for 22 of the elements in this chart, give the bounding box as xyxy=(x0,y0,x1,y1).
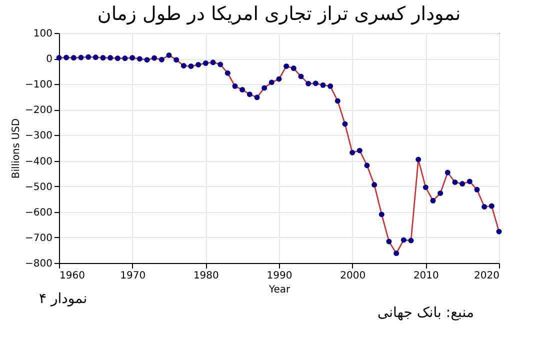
x-tick-label: 2000 xyxy=(340,270,366,282)
x-tick-label: 1990 xyxy=(266,270,292,282)
x-axis-title: Year xyxy=(268,284,291,296)
y-tick-label: 100 xyxy=(33,28,52,40)
x-tick-label: 2010 xyxy=(413,270,439,282)
y-tick-label: −500 xyxy=(25,182,52,193)
text: نمودار ۴ xyxy=(39,291,88,307)
chart-title: نمودار کسری تراز تجاری امریکا در طول زمان xyxy=(97,3,461,25)
y-tick-label: 0 xyxy=(46,54,52,66)
y-tick-label: −200 xyxy=(25,105,52,116)
y-tick-label: −300 xyxy=(25,130,52,142)
y-tick-label: −800 xyxy=(25,258,52,270)
y-tick-label: −700 xyxy=(25,232,52,244)
y-tick-label: −600 xyxy=(25,207,52,218)
x-tick-label: 2020 xyxy=(474,270,500,282)
text: منبع: بانک جهانی xyxy=(377,305,474,321)
x-tick-label: 1980 xyxy=(193,270,219,282)
x-tick-label: 1970 xyxy=(120,270,146,282)
y-tick-label: −400 xyxy=(25,156,52,168)
y-tick-label: −100 xyxy=(25,80,52,91)
x-tick-label: 1960 xyxy=(60,270,85,282)
y-axis-title: Billions USD xyxy=(11,118,22,179)
